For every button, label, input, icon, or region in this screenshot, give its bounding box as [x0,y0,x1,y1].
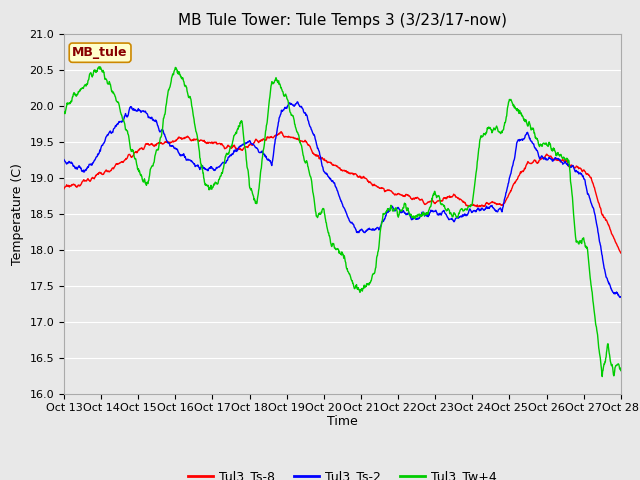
Text: MB_tule: MB_tule [72,46,128,59]
Y-axis label: Temperature (C): Temperature (C) [11,163,24,264]
Title: MB Tule Tower: Tule Temps 3 (3/23/17-now): MB Tule Tower: Tule Temps 3 (3/23/17-now… [178,13,507,28]
Legend: Tul3_Ts-8, Tul3_Ts-2, Tul3_Tw+4: Tul3_Ts-8, Tul3_Ts-2, Tul3_Tw+4 [183,465,502,480]
X-axis label: Time: Time [327,415,358,428]
